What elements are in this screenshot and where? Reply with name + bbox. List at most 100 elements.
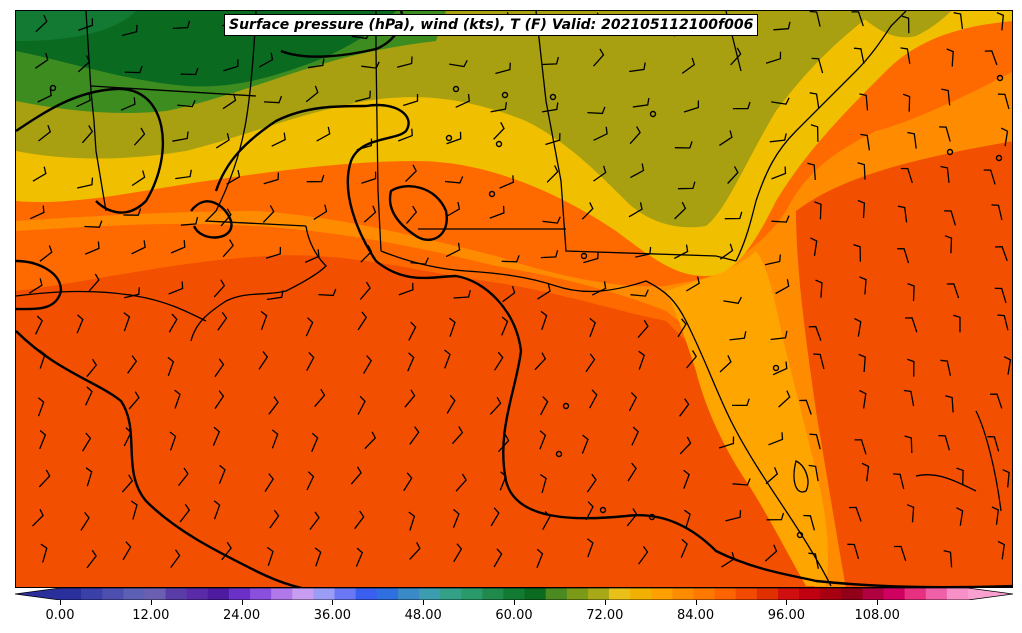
colorbar-segment <box>313 588 336 600</box>
wind-barb <box>271 429 279 449</box>
wind-barb <box>223 59 239 72</box>
wind-barb <box>214 390 225 409</box>
wind-barb <box>86 358 98 378</box>
wind-barb <box>498 434 510 453</box>
wind-barb <box>444 349 451 369</box>
wind-barb <box>446 201 461 218</box>
colorbar-segment <box>862 588 885 600</box>
colorbar-segment <box>81 588 103 600</box>
wind-barb <box>40 543 48 563</box>
wind-barb <box>809 433 821 450</box>
wind-barb <box>815 279 823 298</box>
colorbar-segment <box>693 588 716 600</box>
colorbar-tick-mark <box>695 600 697 605</box>
wind-barb <box>994 287 1007 304</box>
wind-barb <box>499 471 507 491</box>
wind-barb <box>408 321 417 341</box>
wind-barb <box>901 15 910 34</box>
wind-barb <box>940 165 950 183</box>
colorbar-tick-label: 12.00 <box>132 608 170 623</box>
wind-barb <box>169 431 177 451</box>
wind-barb <box>630 289 649 297</box>
weather-map <box>16 11 1012 587</box>
wind-barb <box>585 353 596 373</box>
wind-barb <box>764 544 778 562</box>
wind-barb <box>34 52 49 69</box>
wind-barb <box>32 166 47 182</box>
wind-barb <box>1003 356 1012 375</box>
wind-barb <box>78 18 94 31</box>
wind-barb <box>409 426 420 445</box>
wind-barb <box>123 427 132 447</box>
colorbar-segment <box>207 588 230 600</box>
wind-barb <box>542 510 551 531</box>
wind-barb <box>452 509 460 529</box>
wind-barb <box>860 133 871 151</box>
wind-barb <box>88 273 100 292</box>
wind-barb <box>939 126 951 142</box>
wind-barb <box>853 243 862 262</box>
colorbar-tick-mark <box>604 600 606 605</box>
wind-barb <box>502 286 516 303</box>
wind-barb <box>591 281 607 296</box>
wind-barb <box>585 501 594 521</box>
wind-barb <box>1000 127 1009 147</box>
wind-barb <box>945 395 954 413</box>
wind-barb <box>410 257 429 265</box>
wind-barb <box>177 99 196 108</box>
wind-barb <box>940 359 952 376</box>
colorbar-tick-label: 60.00 <box>495 608 533 623</box>
wind-barb <box>268 396 279 415</box>
wind-barb <box>808 325 822 341</box>
wind-barb <box>133 127 146 146</box>
colorbar-tick-mark <box>332 600 334 605</box>
wind-barb <box>534 352 547 371</box>
wind-barb <box>997 93 1010 110</box>
wind-barb <box>363 205 377 223</box>
wind-barb <box>306 351 315 372</box>
wind-barb <box>628 202 643 218</box>
wind-barb <box>85 386 93 406</box>
wind-barb <box>213 279 226 298</box>
colorbar-segment <box>60 588 82 600</box>
wind-barb <box>397 128 413 142</box>
wind-barb <box>995 246 1008 262</box>
wind-barb <box>494 351 504 371</box>
wind-barb <box>727 166 739 184</box>
wind-barb <box>808 552 819 569</box>
wind-barb <box>37 397 45 417</box>
wind-barb <box>583 251 599 264</box>
wind-barb <box>124 287 140 299</box>
wind-barb <box>857 199 866 219</box>
colorbar-tick-label: 0.00 <box>45 608 75 623</box>
wind-barb <box>396 56 413 68</box>
wind-barb <box>499 175 515 189</box>
wind-barb <box>946 48 954 67</box>
wind-barb <box>76 93 91 108</box>
temperature-field-ne-green <box>856 11 951 38</box>
wind-barb <box>907 358 915 377</box>
colorbar-segment <box>904 588 927 600</box>
wind-barb <box>451 426 464 445</box>
wind-barb <box>730 47 742 66</box>
wind-barb <box>809 92 820 109</box>
wind-barb <box>39 349 46 369</box>
wind-barb <box>635 246 652 258</box>
wind-barb <box>212 426 221 446</box>
colorbar-segment <box>946 588 969 600</box>
temperature-colorbar <box>15 588 1013 600</box>
wind-barb <box>446 131 462 145</box>
wind-barb <box>408 511 416 531</box>
wind-barb <box>213 500 221 520</box>
wind-barb <box>260 310 268 331</box>
wind-barb <box>732 398 750 407</box>
wind-barb <box>626 508 638 527</box>
colorbar-left-extension <box>15 588 60 600</box>
wind-barb <box>849 506 862 522</box>
colorbar-tick-mark <box>514 600 515 605</box>
wind-barb <box>124 65 143 74</box>
wind-barb <box>808 464 819 482</box>
wind-barb <box>217 312 228 331</box>
colorbar-tick-label: 48.00 <box>404 608 442 623</box>
wind-barb <box>130 500 138 520</box>
